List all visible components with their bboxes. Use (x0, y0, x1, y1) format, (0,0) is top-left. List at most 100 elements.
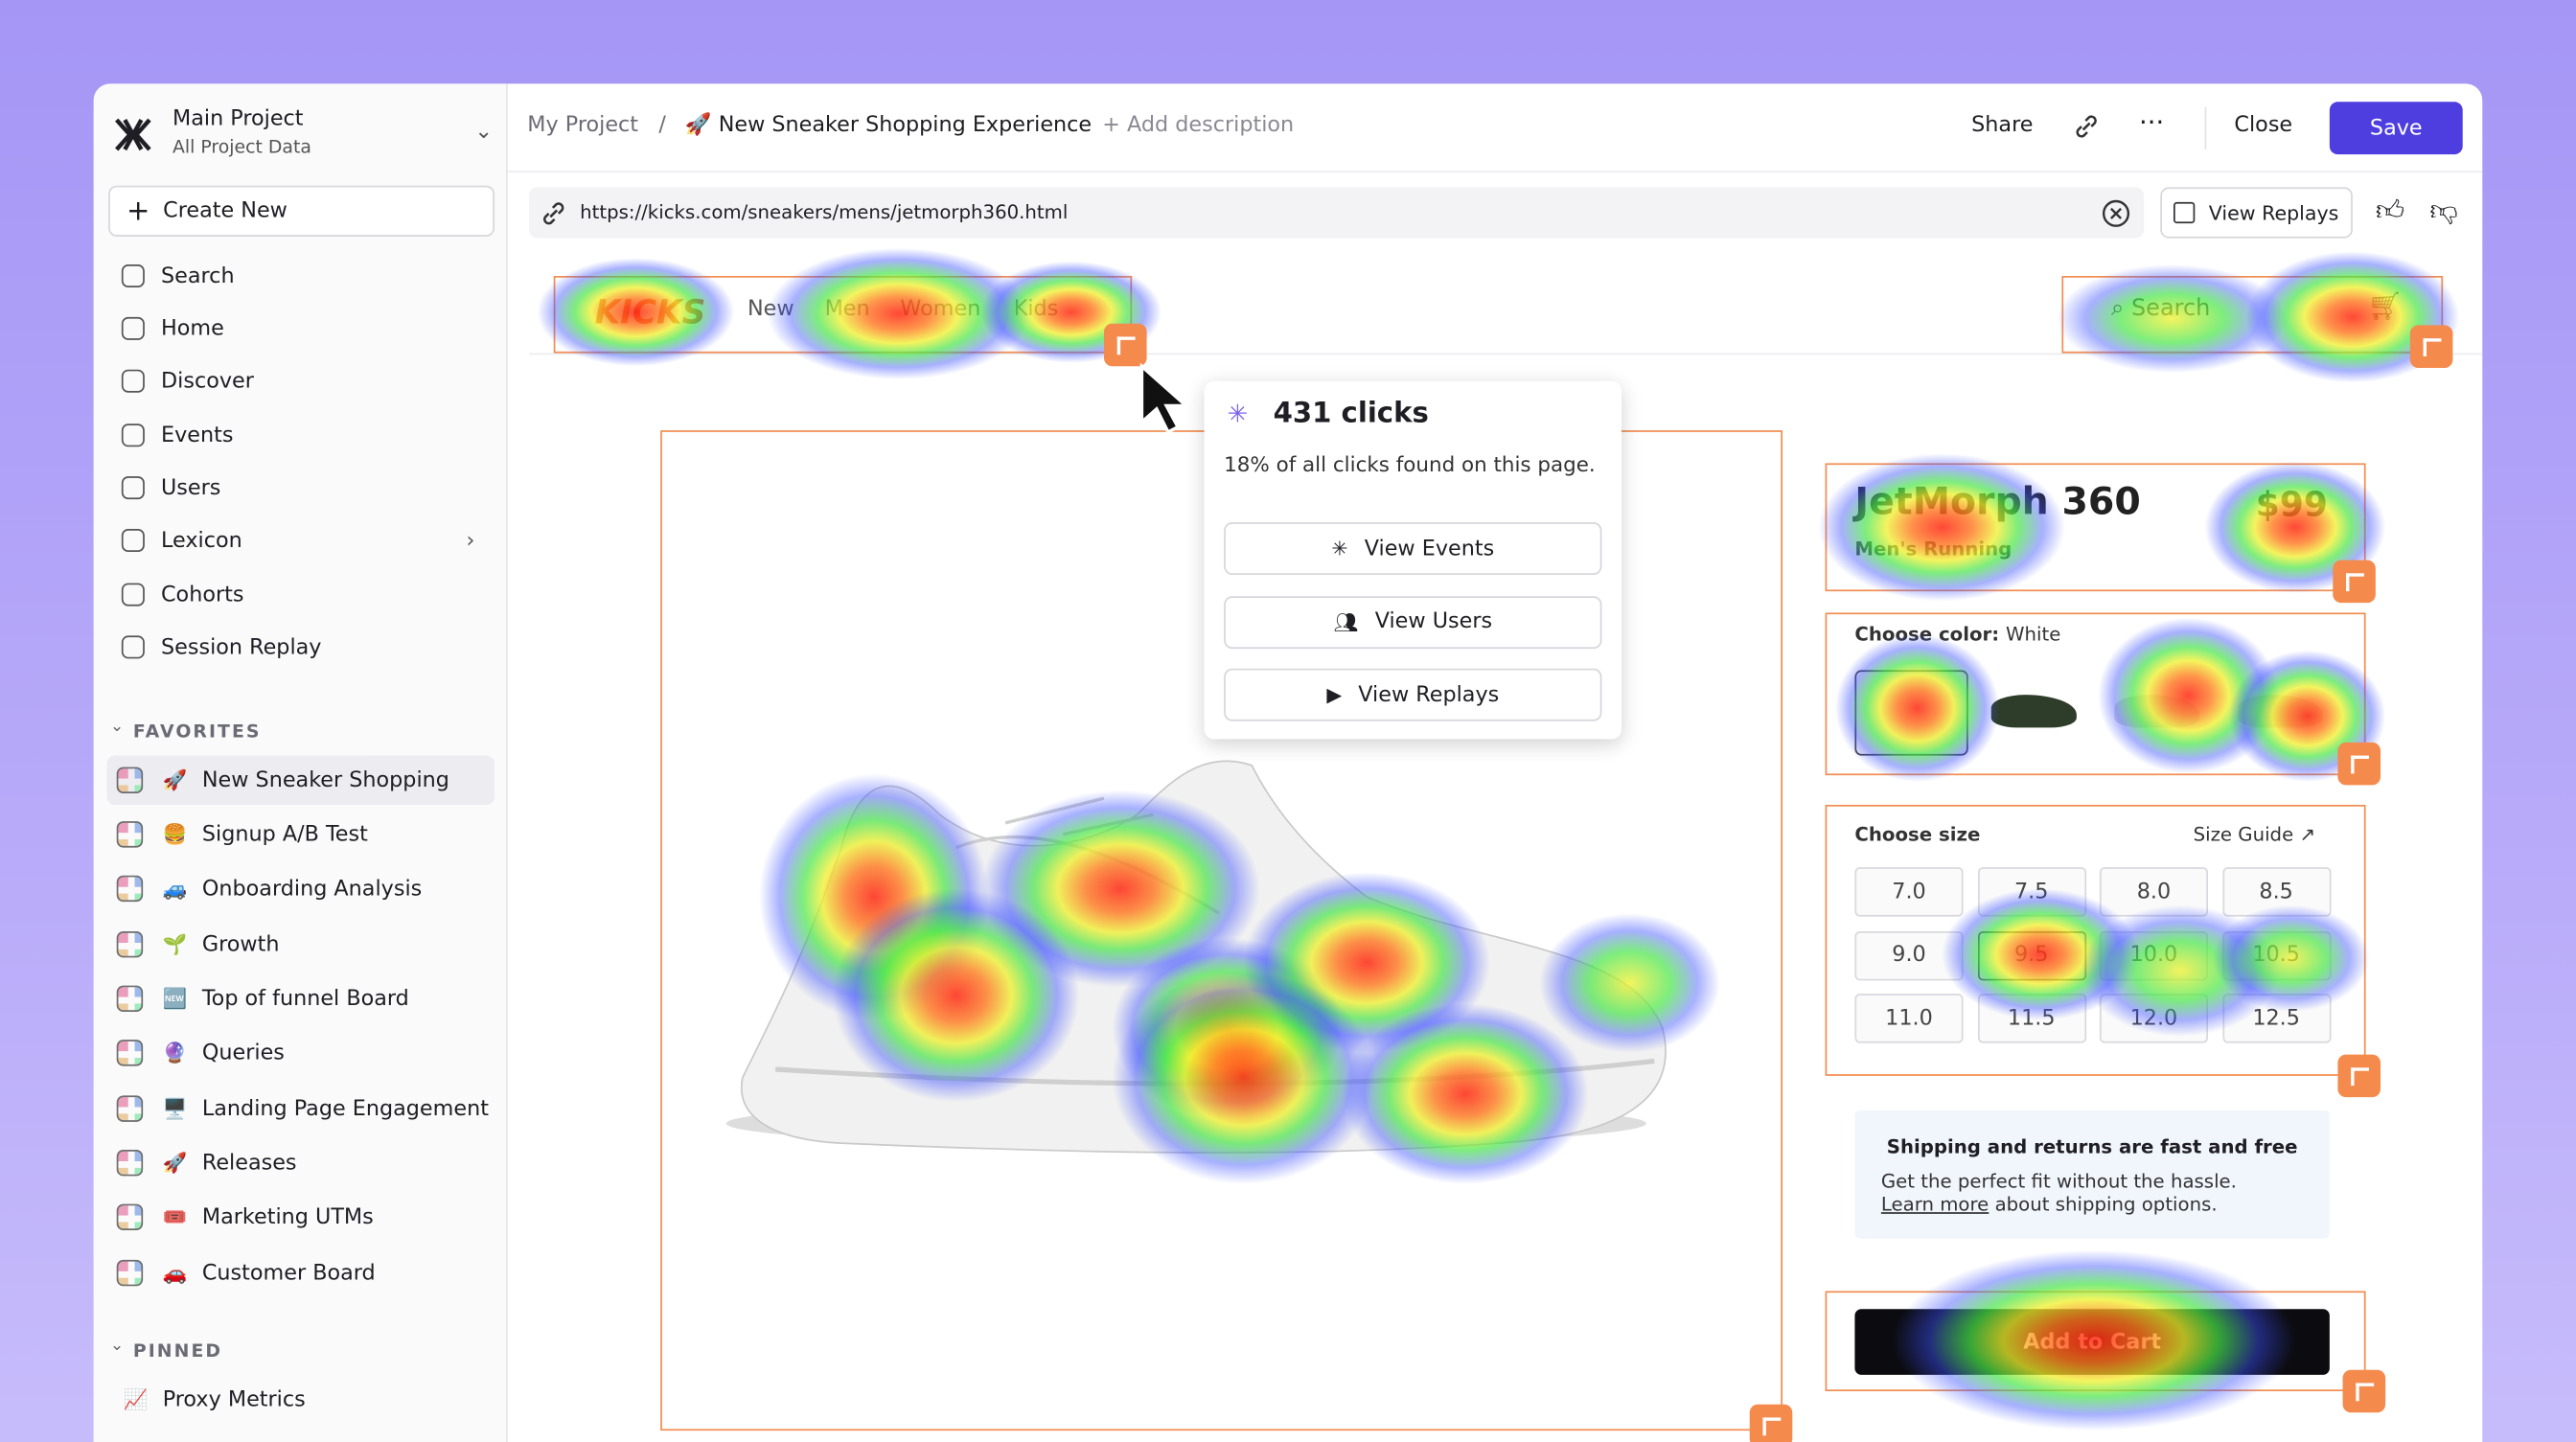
nav-label: Cohorts (161, 582, 244, 607)
board-name: Customer Board (201, 1260, 376, 1286)
save[interactable]: Save (2329, 102, 2463, 155)
board-icon (116, 1203, 144, 1231)
board-item[interactable]: 🔮 Queries (106, 1028, 494, 1077)
swatch[interactable] (1990, 695, 2077, 728)
size-option[interactable]: 9.5 (1977, 930, 2086, 980)
click-icon[interactable] (1749, 1404, 1793, 1442)
share[interactable]: Share (1971, 113, 2034, 139)
board-emoji: 🆕 (162, 987, 188, 1011)
url-bar: https://kicks.com/sneakers/mens/jetmorph… (529, 187, 2145, 239)
divider (2204, 106, 2207, 150)
nav-label: Home (161, 316, 224, 341)
click-count: 431 clicks (1273, 397, 1429, 431)
board-item[interactable]: 🚀 Releases (106, 1138, 494, 1187)
clear[interactable] (2102, 198, 2131, 228)
click-icon[interactable] (1104, 323, 1147, 367)
board-icon (116, 985, 144, 1013)
tooltip-action[interactable]: ✳ View Events (1224, 522, 1602, 576)
swatch[interactable] (1854, 670, 1968, 756)
size-option[interactable]: 10.0 (2099, 930, 2209, 980)
nav-icon (121, 583, 145, 607)
board-item[interactable]: 🚀 New Sneaker Shopping (106, 755, 495, 806)
nav-item[interactable]: Events (106, 411, 494, 460)
shipping-tail: about shipping options. (1994, 1192, 2218, 1216)
link-icon[interactable] (2073, 113, 2099, 139)
board-icon (116, 1095, 144, 1122)
tooltip-action[interactable]: 👥︎ View Users (1224, 595, 1602, 649)
size-option[interactable]: 7.5 (1977, 867, 2086, 917)
board-item[interactable]: 📈 Proxy Metrics (106, 1375, 494, 1424)
nav-item[interactable]: Search (106, 251, 494, 300)
breadcrumb[interactable]: My Project (527, 113, 639, 139)
board-item[interactable]: 🎟️ Marketing UTMs (106, 1193, 494, 1242)
tooltip-action[interactable]: ▶ View Replays (1224, 668, 1602, 721)
size-option[interactable]: 12.0 (2099, 994, 2209, 1043)
nav-icon (121, 316, 145, 340)
size-option[interactable]: 8.5 (2221, 867, 2331, 917)
click-icon[interactable] (2337, 742, 2381, 786)
click-icon[interactable] (2342, 1369, 2386, 1413)
nav-item[interactable]: Home (106, 304, 494, 353)
nav-item[interactable]: Users (106, 463, 494, 512)
board-name: Top of funnel Board (201, 986, 409, 1012)
board-emoji: 📈 (123, 1387, 149, 1411)
category: Men's Running (1854, 537, 2012, 561)
board-emoji: 🌱 (162, 932, 188, 956)
board-emoji: 🚀 (162, 1151, 188, 1175)
chevron[interactable]: ⌄ (474, 120, 494, 145)
url[interactable]: https://kicks.com/sneakers/mens/jetmorph… (580, 200, 1069, 224)
create-new[interactable]: + Create New (108, 185, 495, 237)
nav-item[interactable]: Session Replay (106, 623, 494, 672)
size-option[interactable]: 9.0 (1854, 930, 1964, 980)
thumbs-down[interactable]: 👎︎ (2429, 195, 2459, 229)
click-region (2061, 276, 2444, 354)
action-label: View Events (1364, 536, 1495, 561)
board-item[interactable]: 🌱 Growth (106, 920, 494, 969)
add-to-cart[interactable]: Add to Cart (1854, 1309, 2330, 1375)
size-guide[interactable]: Size Guide ↗ (2193, 822, 2316, 846)
size-option[interactable]: 10.5 (2221, 930, 2331, 980)
app-window: Main Project All Project Data ⌄ + Create … (93, 83, 2483, 1442)
nav-item[interactable]: Cohorts (106, 570, 494, 619)
size-guide-label: Size Guide (2193, 822, 2294, 846)
board-name: Onboarding Analysis (201, 876, 423, 902)
price: $99 (2255, 484, 2328, 524)
board-item[interactable]: 🆕 Top of funnel Board (106, 974, 494, 1023)
size-option[interactable]: 7.0 (1854, 867, 1964, 917)
color-value: White (2006, 622, 2061, 646)
topbar: My Project / 🚀 New Sneaker Shopping Expe… (507, 83, 2483, 173)
size-option[interactable]: 11.0 (1854, 994, 1964, 1043)
size-option[interactable]: 8.0 (2099, 867, 2209, 917)
thumbs-up[interactable]: 👍︎ (2375, 195, 2405, 229)
size-option[interactable]: 12.5 (2221, 994, 2331, 1043)
nav-label: Lexicon (161, 528, 242, 553)
caret: ⌄ (109, 1337, 125, 1356)
nav-icon (121, 264, 145, 288)
nav-item[interactable]: Discover (106, 356, 494, 405)
click-icon[interactable] (2409, 325, 2453, 369)
more[interactable]: ··· (2139, 106, 2165, 139)
view-replays-label: View Replays (2208, 201, 2339, 225)
nav-item[interactable]: Lexicon › (106, 515, 494, 564)
board-item[interactable]: 🚗 Customer Board (106, 1248, 494, 1297)
close[interactable]: Close (2234, 113, 2293, 139)
view-replays-btn[interactable]: View Replays (2160, 187, 2353, 239)
project-name[interactable]: Main Project (172, 106, 304, 132)
board-item[interactable]: 🖥️ Landing Page Engagement (106, 1084, 494, 1133)
board-item[interactable]: 🍔 Signup A/B Test (106, 810, 494, 858)
add-description[interactable]: + Add description (1102, 113, 1295, 139)
site-nav-line (529, 353, 2483, 355)
board-item[interactable]: 🚙 Onboarding Analysis (106, 864, 494, 913)
shipping-line: Learn more about shipping options. (1881, 1193, 2218, 1216)
size-option[interactable]: 11.5 (1977, 994, 2086, 1043)
create-label: Create New (163, 198, 288, 224)
click-icon[interactable] (2337, 1054, 2381, 1098)
page-title[interactable]: 🚀 New Sneaker Shopping Experience (684, 113, 1092, 139)
click-icon[interactable] (2333, 560, 2376, 604)
product-name: JetMorph 360 (1854, 481, 2141, 524)
size-label: Choose size (1854, 822, 1981, 846)
learn-more[interactable]: Learn more (1880, 1192, 1990, 1216)
action-label: View Users (1374, 609, 1493, 634)
board-emoji: 🚀 (162, 768, 188, 792)
